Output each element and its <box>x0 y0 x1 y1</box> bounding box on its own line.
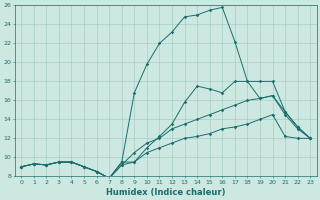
X-axis label: Humidex (Indice chaleur): Humidex (Indice chaleur) <box>106 188 226 197</box>
